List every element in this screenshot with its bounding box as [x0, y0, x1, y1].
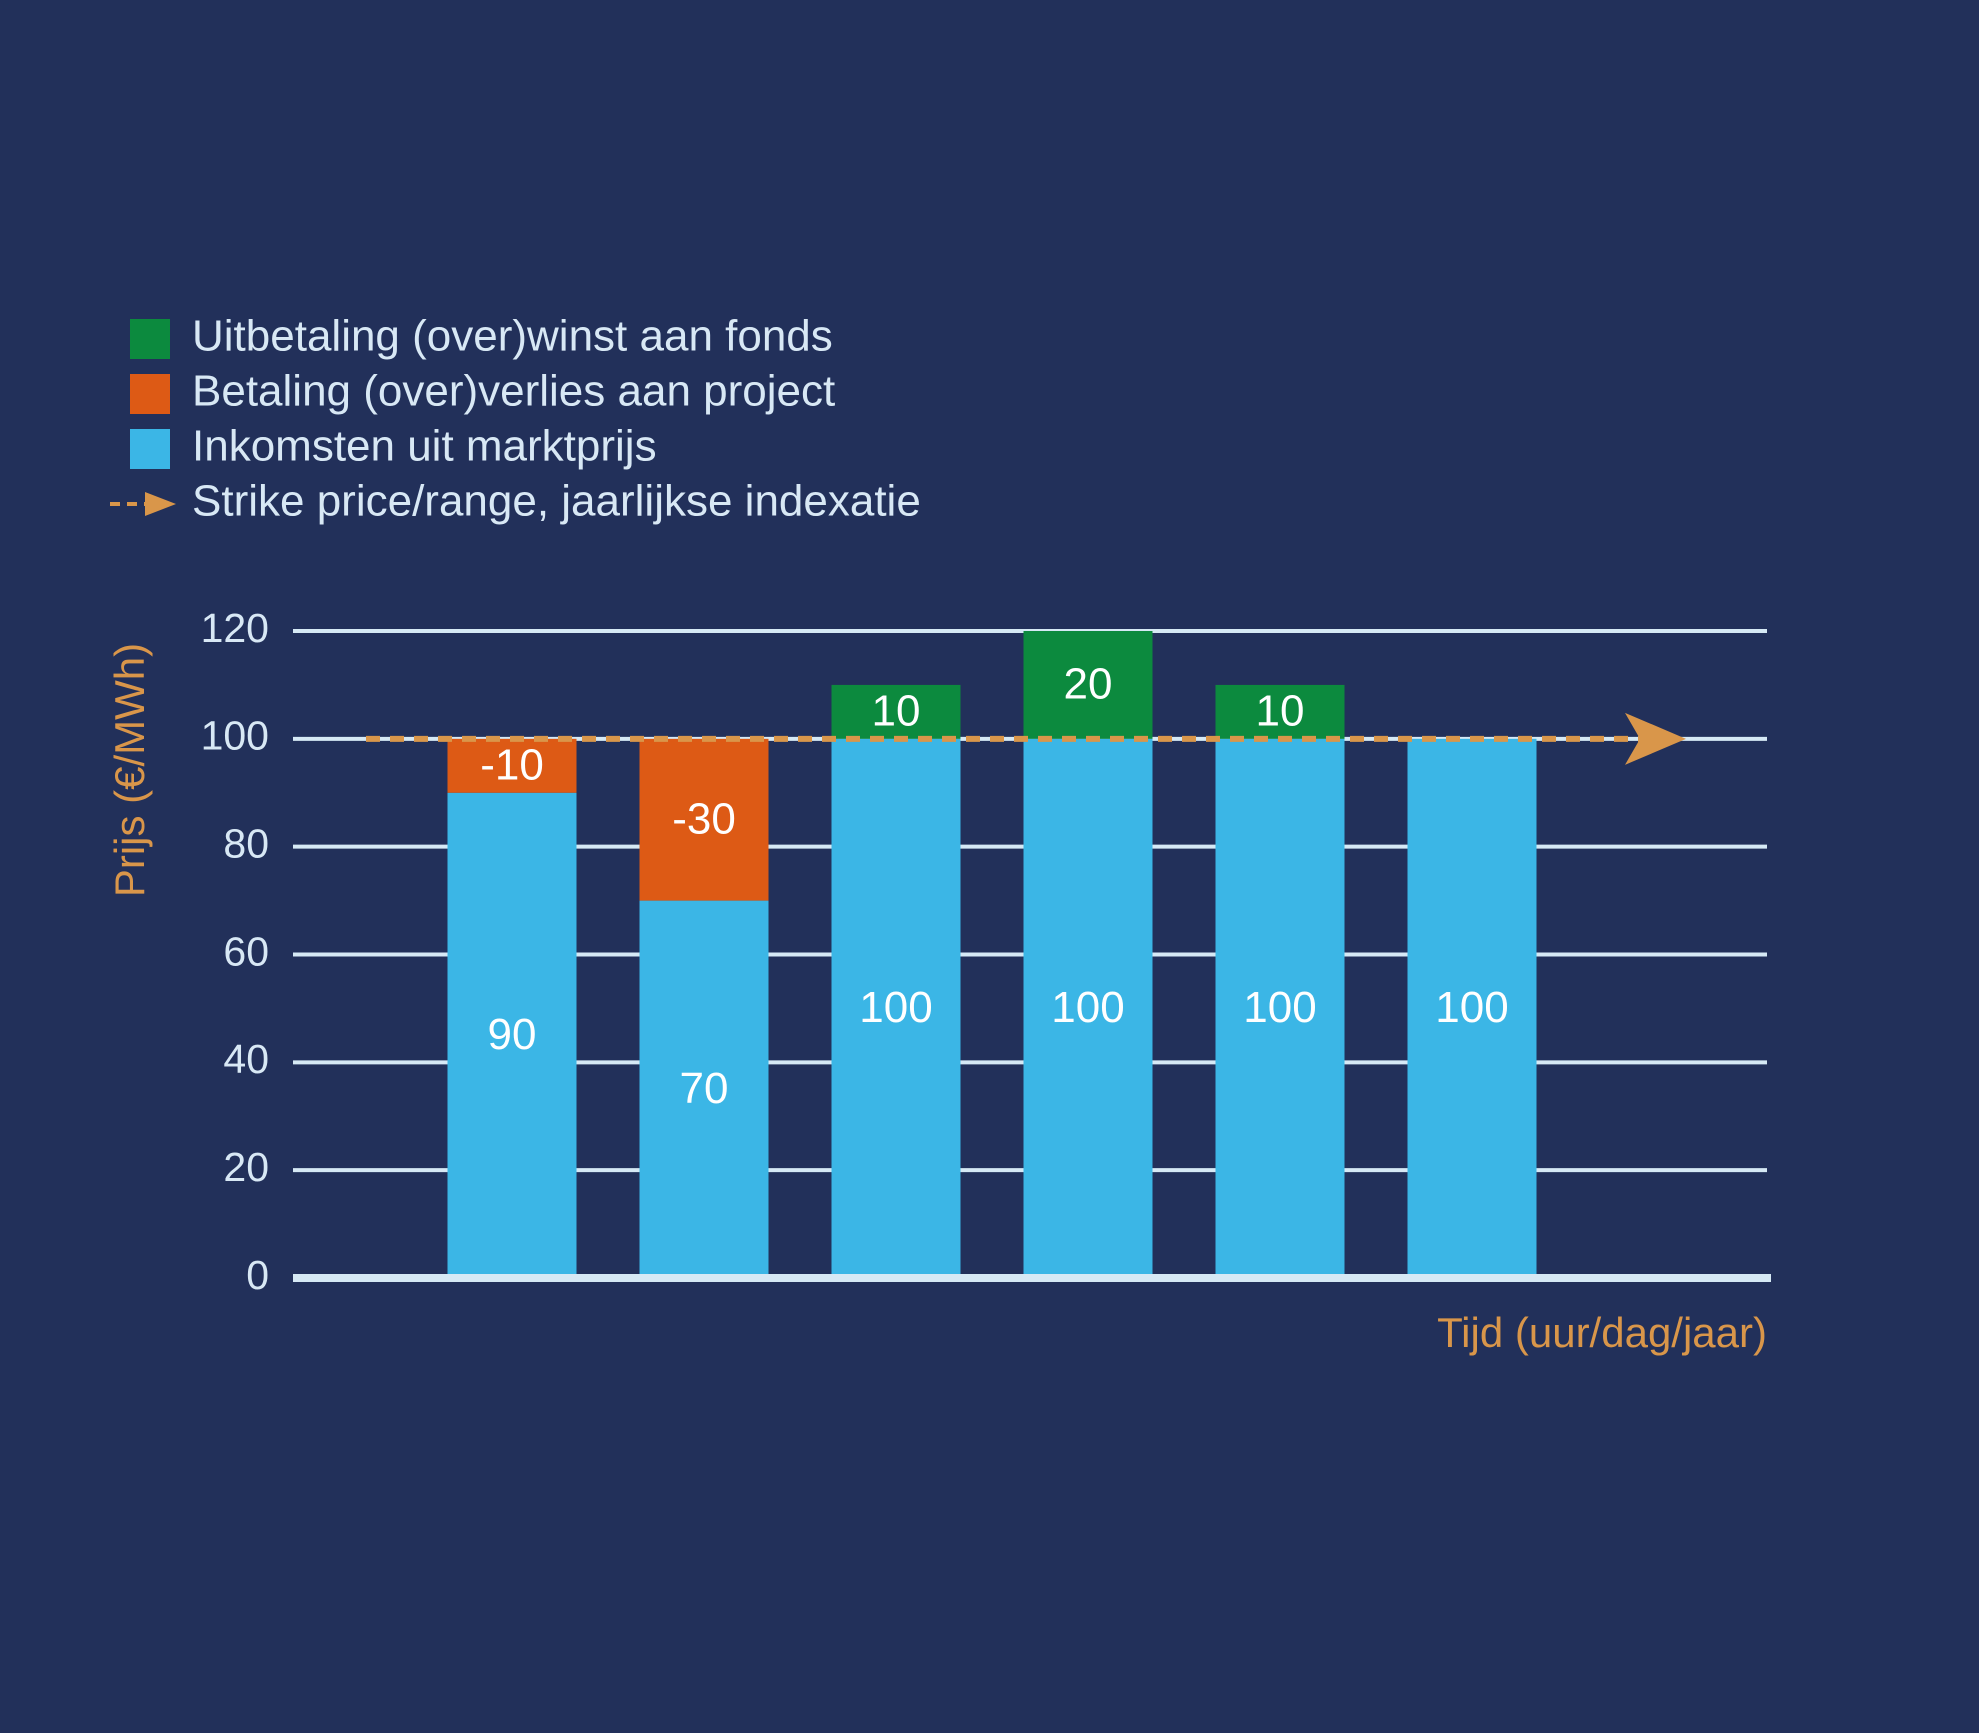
- legend-label: Inkomsten uit marktprijs: [192, 422, 657, 471]
- bar-segment: [1215, 738, 1345, 1278]
- strike-arrow: [1625, 712, 1686, 765]
- value-label: 70: [680, 1064, 729, 1113]
- value-label: 100: [1243, 983, 1316, 1032]
- bar-segment: [639, 738, 769, 901]
- bar-segment: [639, 900, 769, 1278]
- value-label: 100: [859, 983, 932, 1032]
- bar-segment: [1407, 738, 1537, 1278]
- value-label: 90: [488, 1010, 537, 1059]
- y-tick-label: 40: [223, 1036, 269, 1082]
- legend-label: Betaling (over)verlies aan project: [192, 367, 835, 416]
- value-label: 100: [1435, 983, 1508, 1032]
- bar-segment: [1215, 684, 1345, 739]
- legend-label: Uitbetaling (over)winst aan fonds: [192, 312, 833, 361]
- y-tick-label: 80: [223, 820, 269, 866]
- bar-segment: [447, 738, 577, 793]
- legend-swatch: [130, 374, 170, 414]
- y-tick-label: 60: [223, 928, 269, 974]
- bar-segment: [831, 738, 961, 1278]
- bar-segment: [1023, 631, 1153, 739]
- x-axis-label: Tijd (uur/dag/jaar): [1437, 1309, 1767, 1356]
- bar-segment: [1023, 738, 1153, 1278]
- value-label: 100: [1051, 983, 1124, 1032]
- bar-segment: [831, 684, 961, 739]
- value-label: 10: [872, 687, 921, 736]
- legend-label: Strike price/range, jaarlijkse indexatie: [192, 477, 921, 526]
- legend-swatch: [130, 319, 170, 359]
- y-tick-label: 20: [223, 1144, 269, 1190]
- y-axis-label: Prijs (€/MWh): [106, 643, 153, 897]
- y-tick-label: 120: [201, 605, 269, 651]
- value-label: -30: [672, 794, 736, 843]
- bar-segment: [447, 792, 577, 1278]
- value-label: 10: [1256, 687, 1305, 736]
- value-label: 20: [1064, 660, 1113, 709]
- legend-strike-arrow: [145, 492, 176, 516]
- value-label: -10: [480, 740, 544, 789]
- y-tick-label: 100: [201, 713, 269, 759]
- y-tick-label: 0: [246, 1252, 269, 1298]
- legend-swatch: [130, 429, 170, 469]
